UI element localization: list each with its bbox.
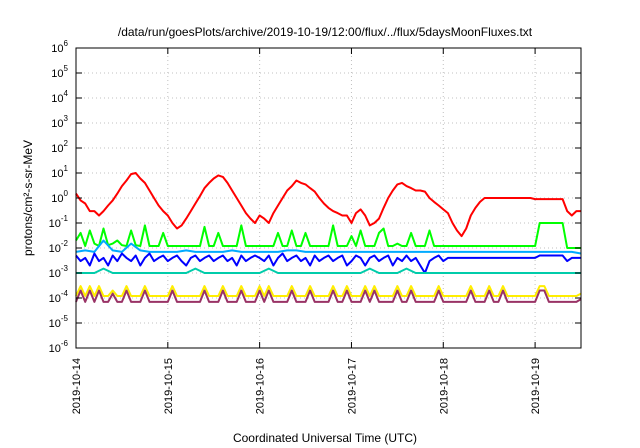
x-axis-ticks: 2019-10-14 2019-10-15 2019-10-16 2019-10-17… [71, 48, 542, 414]
y-tick-label: 10-1 [49, 214, 69, 230]
x-tick-label: 2019-10-18 [438, 358, 450, 414]
chart-title: /data/run/goesPlots/archive/2019-10-19/1… [118, 25, 533, 39]
series-line-5 [76, 267, 581, 274]
x-tick-label: 2019-10-17 [346, 358, 358, 414]
x-tick-label: 2019-10-14 [71, 358, 83, 414]
y-tick-label: 102 [51, 139, 68, 155]
series-line-6 [75, 285, 582, 297]
series-line-2 [75, 222, 581, 249]
y-axis-label: protons/cm²-s-sr-MeV [21, 140, 35, 256]
x-tick-label: 2019-10-15 [163, 358, 175, 414]
y-tick-label: 10-6 [49, 339, 69, 355]
y-tick-label: 106 [51, 39, 68, 55]
y-tick-label: 100 [51, 189, 68, 205]
y-tick-label: 10-4 [49, 289, 69, 305]
x-tick-label: 2019-10-16 [255, 358, 267, 414]
y-tick-label: 103 [51, 114, 68, 130]
y-tick-label: 104 [51, 89, 68, 105]
x-axis-label: Coordinated Universal Time (UTC) [233, 431, 417, 445]
y-tick-label: 10-2 [49, 239, 69, 255]
series-line-7 [75, 289, 582, 303]
series-line-3 [75, 239, 582, 255]
y-tick-label: 10-3 [49, 264, 69, 280]
y-tick-label: 10-5 [49, 314, 69, 330]
x-tick-label: 2019-10-19 [530, 358, 542, 414]
series-group [75, 172, 582, 303]
y-axis-ticks: 106 105 104 103 102 101 100 10-1 10-2 10-3 10-4 10-… [49, 39, 581, 355]
y-tick-label: 105 [51, 64, 68, 80]
series-line-1 [75, 172, 581, 238]
series-line-4 [75, 252, 581, 274]
y-tick-label: 101 [51, 164, 68, 180]
